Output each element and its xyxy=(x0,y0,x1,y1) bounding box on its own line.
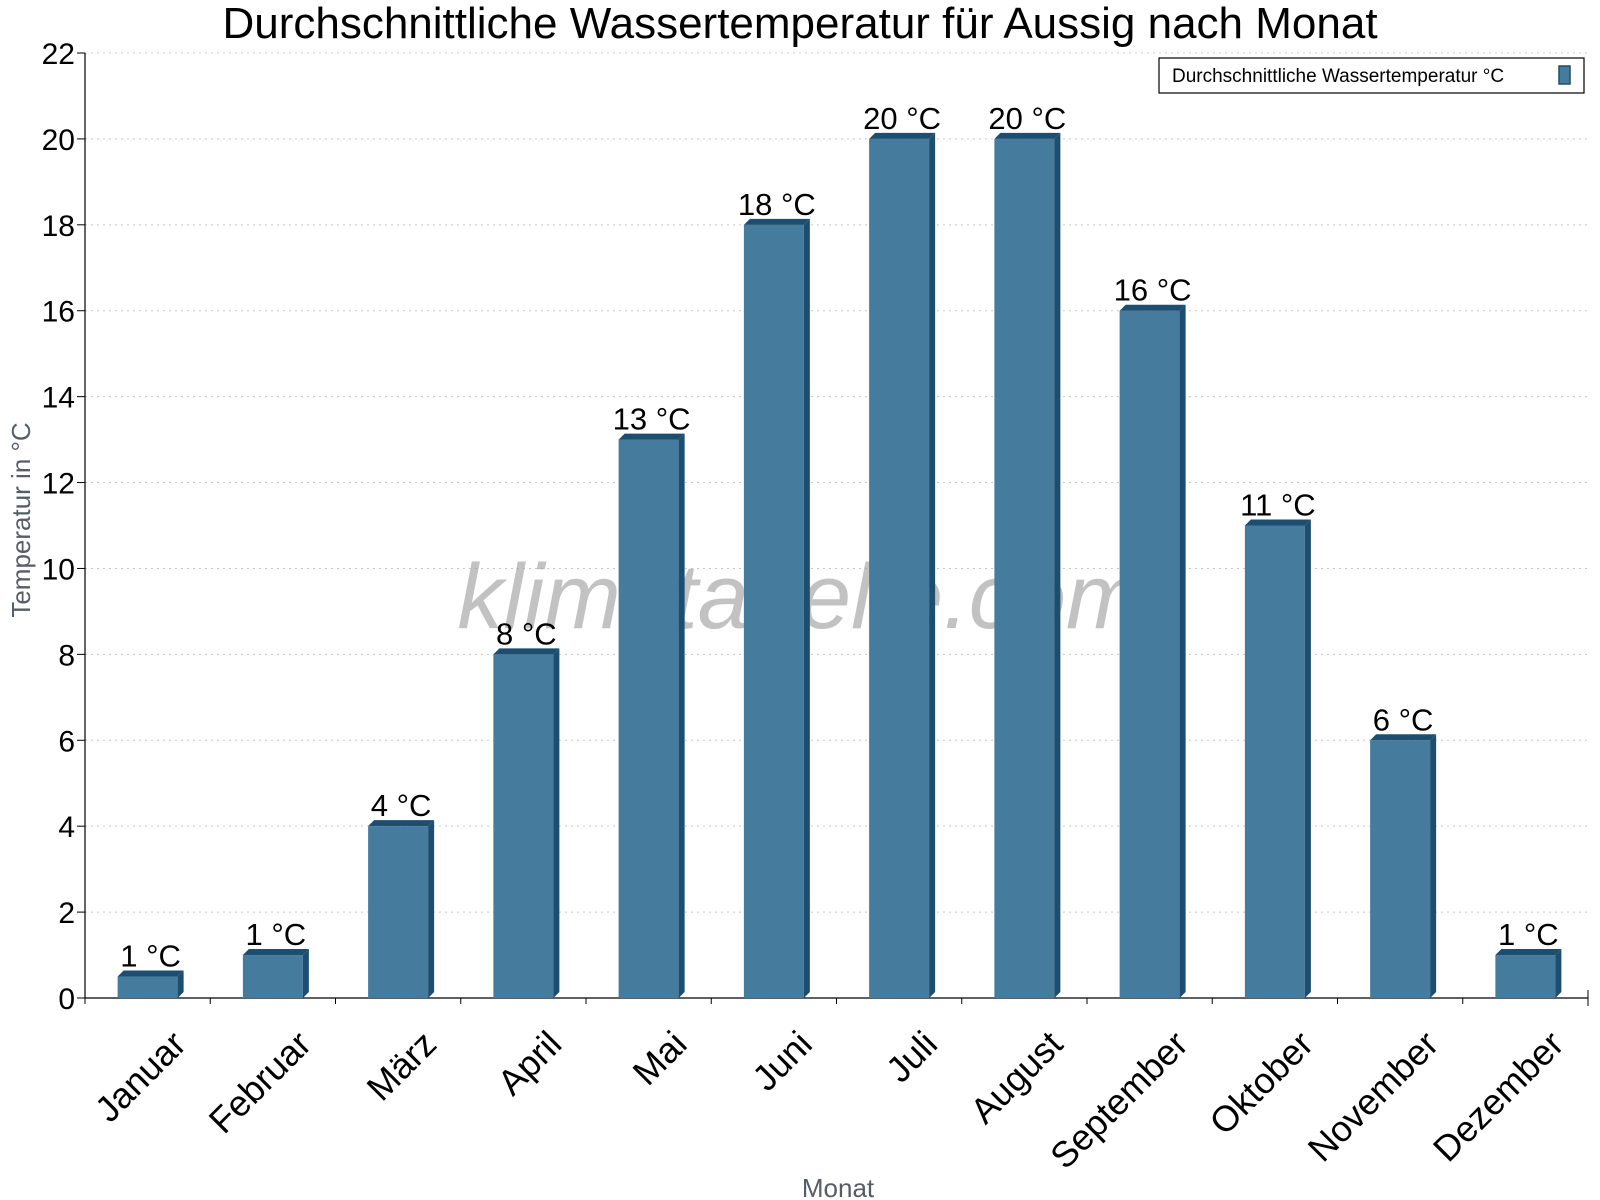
bar-side-März xyxy=(428,820,435,998)
grid-lines xyxy=(85,52,1588,913)
bar-Januar xyxy=(117,976,178,998)
x-tick-label-März: März xyxy=(359,1023,445,1109)
y-tick-label-10: 10 xyxy=(42,553,75,586)
bar-side-Mai xyxy=(678,433,685,998)
bar-September xyxy=(1119,310,1180,998)
y-tick-label-0: 0 xyxy=(58,983,75,1016)
x-tick-label-August: August xyxy=(962,1023,1070,1131)
legend-label: Durchschnittliche Wassertemperatur °C xyxy=(1172,66,1504,87)
bar-side-Juli xyxy=(929,132,936,999)
bar-August xyxy=(994,138,1055,999)
bar-side-November xyxy=(1430,734,1437,998)
data-label-August: 20 °C xyxy=(988,101,1066,136)
data-label-Oktober: 11 °C xyxy=(1240,488,1316,523)
data-label-April: 8 °C xyxy=(496,616,557,651)
x-tick-label-Februar: Februar xyxy=(201,1023,319,1141)
bar-Juni xyxy=(743,224,804,998)
x-tick-label-Juli: Juli xyxy=(878,1023,945,1090)
bar-side-Dezember xyxy=(1555,949,1562,998)
bar-side-August xyxy=(1054,132,1061,999)
data-label-Juni: 18 °C xyxy=(738,187,816,222)
x-tick-label-Januar: Januar xyxy=(87,1023,194,1130)
x-tick-label-Juni: Juni xyxy=(744,1023,820,1099)
y-tick-label-12: 12 xyxy=(42,468,75,501)
bar-side-Juni xyxy=(803,218,810,998)
data-label-November: 6 °C xyxy=(1373,702,1434,737)
legend-swatch xyxy=(1558,65,1571,85)
bar-November xyxy=(1370,740,1431,998)
data-label-Juli: 20 °C xyxy=(863,101,941,136)
data-label-September: 16 °C xyxy=(1114,273,1192,308)
data-label-März: 4 °C xyxy=(371,788,432,823)
bar-top-Mai xyxy=(618,433,685,440)
chart-title: Durchschnittliche Wassertemperatur für A… xyxy=(222,0,1377,48)
y-tick-label-16: 16 xyxy=(42,296,75,329)
x-tick-label-Mai: Mai xyxy=(625,1023,695,1093)
bar-März xyxy=(368,826,429,998)
bar-top-Januar xyxy=(117,970,184,977)
y-tick-label-2: 2 xyxy=(58,897,75,930)
bar-top-Juli xyxy=(869,132,936,139)
bar-Februar xyxy=(242,955,303,998)
data-label-Februar: 1 °C xyxy=(246,917,307,952)
bar-top-März xyxy=(368,820,435,827)
bar-top-Dezember xyxy=(1495,949,1562,956)
bar-side-April xyxy=(553,648,560,998)
y-tick-label-20: 20 xyxy=(42,124,75,157)
legend-box xyxy=(1158,57,1585,94)
axes xyxy=(77,52,1589,1006)
y-tick-labels: 0 2 4 6 8 10 12 14 16 18 20 22 xyxy=(42,38,75,1016)
y-tick-label-22: 22 xyxy=(42,38,75,71)
bar-side-Oktober xyxy=(1304,519,1311,998)
legend: Durchschnittliche Wassertemperatur °C xyxy=(1158,57,1585,94)
x-tick-label-November: November xyxy=(1300,1023,1446,1169)
y-axis-label: Temperatur in °C xyxy=(6,422,36,617)
bar-April xyxy=(493,654,554,998)
bar-top-Oktober xyxy=(1244,519,1311,526)
bar-side-Februar xyxy=(302,949,309,998)
data-labels: 1 °C 1 °C 4 °C 8 °C 13 °C 18 °C 20 °C 20 °C 16 °… xyxy=(120,101,1558,974)
bar-top-November xyxy=(1370,734,1437,741)
y-tick-label-8: 8 xyxy=(58,639,75,672)
data-label-Dezember: 1 °C xyxy=(1498,917,1559,952)
x-tick-labels: Januar Februar März April Mai Juni Juli AugustS… xyxy=(87,1023,1572,1177)
bar-top-August xyxy=(994,132,1061,139)
data-label-Mai: 13 °C xyxy=(613,402,691,437)
y-tick-label-18: 18 xyxy=(42,210,75,243)
bars xyxy=(117,132,1562,999)
x-tick-label-Dezember: Dezember xyxy=(1425,1023,1571,1169)
x-axis-label: Monat xyxy=(802,1173,875,1200)
x-tick-label-September: September xyxy=(1042,1023,1196,1177)
bar-side-Januar xyxy=(177,970,184,998)
bar-Mai xyxy=(618,439,679,998)
bar-top-September xyxy=(1119,304,1186,311)
bar-top-April xyxy=(493,648,560,655)
bar-Juli xyxy=(869,138,930,999)
bar-top-Februar xyxy=(242,949,309,956)
x-tick-label-Oktober: Oktober xyxy=(1201,1023,1321,1143)
bar-Oktober xyxy=(1244,525,1305,998)
y-tick-label-6: 6 xyxy=(58,725,75,758)
y-tick-label-14: 14 xyxy=(42,382,75,415)
x-tick-label-April: April xyxy=(489,1023,569,1103)
bar-top-Juni xyxy=(743,218,810,225)
data-label-Januar: 1 °C xyxy=(120,939,181,974)
bar-side-September xyxy=(1179,304,1186,998)
y-tick-label-4: 4 xyxy=(58,811,75,844)
bar-Dezember xyxy=(1495,955,1556,998)
